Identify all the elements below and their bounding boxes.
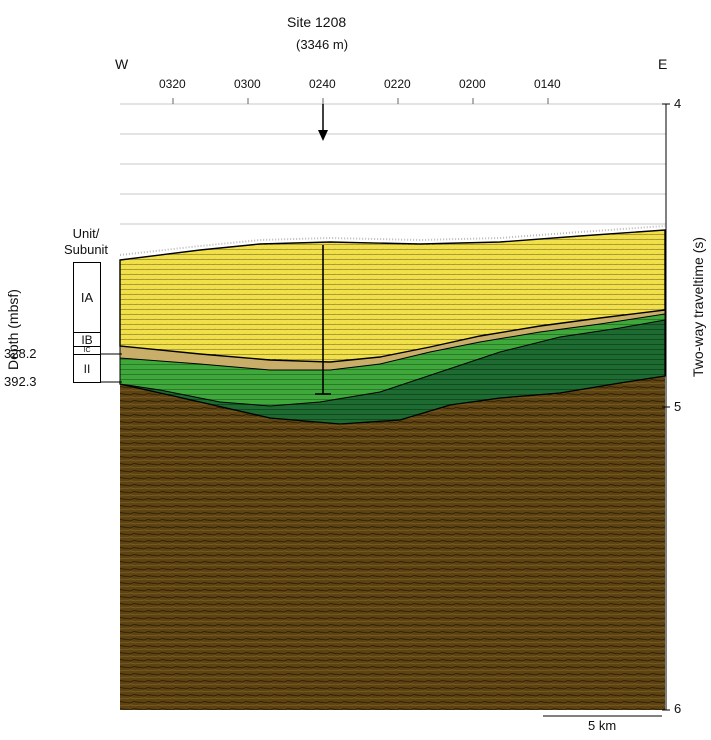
basement-layer [120, 362, 665, 710]
site-name: Site 1208 [287, 14, 347, 30]
unit-ib-box: IB [73, 332, 101, 347]
shotpoint-label: 0220 [384, 77, 411, 91]
traveltime-tick: 6 [674, 701, 682, 716]
shotpoint-label: 0140 [534, 77, 561, 91]
unit-ia-layer [119, 229, 666, 363]
unit-ia-box: IA [73, 262, 101, 333]
scale-bar-label: 5 km [588, 718, 617, 733]
shotpoint-label: 0300 [234, 77, 261, 91]
depth-value: 328.2 [4, 346, 37, 361]
shotpoint-label: 0200 [459, 77, 486, 91]
site-water-depth: (3346 m) [296, 37, 349, 52]
shotpoint-label: 0320 [159, 77, 186, 91]
unit-header-line1: Unit/ [72, 226, 100, 241]
depth-value: 392.3 [4, 374, 37, 389]
unit-ii-box: II [73, 354, 101, 383]
traveltime-axis-label: Two-way traveltime (s) [690, 236, 706, 377]
unit-header-line2: Subunit [63, 242, 109, 257]
traveltime-tick: 4 [674, 96, 682, 111]
direction-west: W [115, 56, 129, 72]
shotpoint-label: 0240 [309, 77, 336, 91]
direction-east: E [658, 56, 668, 72]
seafloor-speckle [119, 225, 666, 256]
traveltime-tick: 5 [674, 399, 682, 414]
traveltime-gridlines [120, 103, 666, 225]
site-arrow-head [318, 130, 328, 141]
shotpoint-ticks [172, 98, 549, 104]
